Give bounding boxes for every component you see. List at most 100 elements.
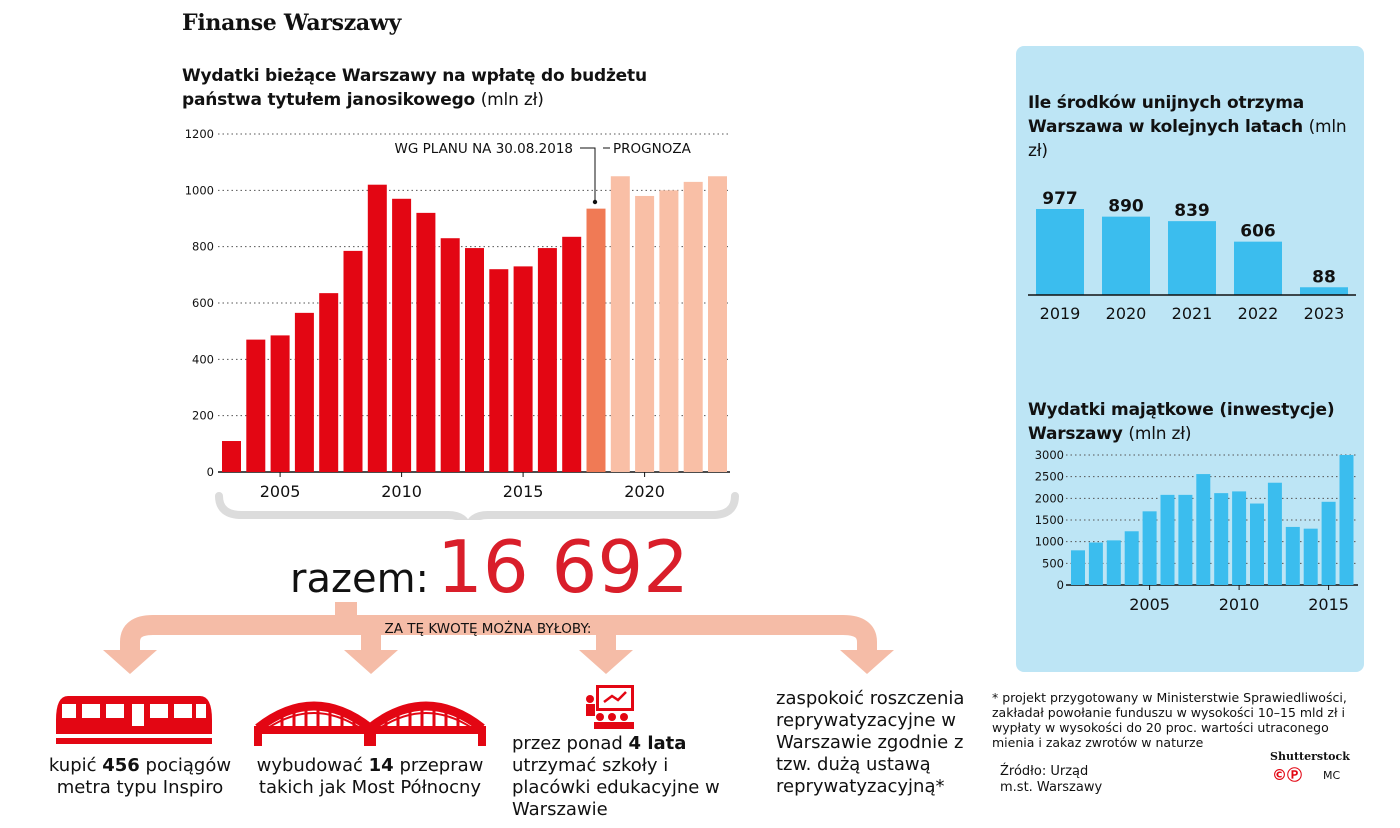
invest-bar (1321, 501, 1336, 585)
invest-bar (1232, 491, 1247, 585)
eu-bar (1102, 216, 1150, 295)
eu-value-label: 977 (1042, 189, 1078, 209)
janosik-bar (659, 190, 679, 472)
janosik-ytick-label: 1200 (185, 127, 214, 141)
eu-category-label: 2020 (1106, 304, 1147, 323)
item-reprivatization: zaspokoić roszczenia reprywatyzacyjne w … (776, 688, 965, 797)
janosik-bar (635, 195, 655, 472)
invest-xtick-label: 2015 (1308, 595, 1349, 614)
eu-value-label: 890 (1108, 197, 1144, 217)
credit-mark: ©Ⓟ (1272, 766, 1303, 784)
arrow-1 (103, 650, 157, 674)
item-metro-count: 456 (102, 755, 140, 776)
invest-bar (1285, 526, 1300, 585)
footnote: * projekt przygotowany w Ministerstwie S… (992, 690, 1347, 750)
janosik-bar (367, 184, 387, 472)
invest-bar (1160, 494, 1175, 585)
eu-value-label: 88 (1312, 267, 1336, 287)
eu-bar (1036, 209, 1084, 295)
invest-chart-title: Wydatki majątkowe (inwestycje) Warszawy … (1028, 400, 1335, 444)
eu-unit: (mln zł) (1028, 117, 1347, 161)
invest-bar (1214, 493, 1229, 585)
janosik-ytick-label: 200 (192, 409, 214, 423)
plan-annotation-dot (592, 199, 598, 205)
invest-bar (1124, 531, 1139, 585)
arrow-4 (840, 650, 894, 674)
janosik-ytick-label: 600 (192, 296, 214, 310)
invest-bar (1088, 542, 1103, 585)
janosik-bar (562, 236, 582, 472)
janosik-ytick-label: 800 (192, 240, 214, 254)
item-metro: kupić 456 pociągów metra typu Inspiro (48, 755, 232, 798)
janosik-xtick-label: 2010 (381, 482, 422, 501)
eu-category-label: 2019 (1040, 304, 1081, 323)
item-schools: przez ponad 4 lata utrzymać szkoły i pla… (512, 733, 720, 820)
total-label: razem: (290, 556, 430, 602)
plan-annotation-line (580, 147, 596, 200)
eu-value-label: 606 (1240, 222, 1276, 242)
janosik-chart: 0 200 400 600 800 1000 1200 2005 2010 2015 2020 W… (185, 127, 739, 520)
janosik-unit: (mln zł) (480, 90, 544, 110)
invest-xtick-label: 2010 (1219, 595, 1260, 614)
janosik-ytick-label: 1000 (185, 183, 214, 197)
eu-category-label: 2021 (1172, 304, 1213, 323)
janosik-bar (440, 238, 460, 472)
invest-ytick-label: 2000 (1035, 491, 1064, 505)
janosik-bar (513, 266, 533, 472)
invest-bar (1071, 550, 1085, 585)
janosik-bar (270, 335, 290, 472)
eu-category-label: 2022 (1238, 304, 1279, 323)
eu-bar (1168, 221, 1216, 295)
janosik-title-text: Wydatki bieżące Warszawy na wpłatę do bu… (182, 66, 647, 110)
janosik-xtick-label: 2020 (624, 482, 665, 501)
janosik-xtick-label: 2015 (503, 482, 544, 501)
invest-ytick-label: 1500 (1035, 513, 1064, 527)
janosik-bar (294, 312, 314, 472)
invest-bar (1339, 455, 1354, 585)
total-value: 16 692 (437, 525, 689, 609)
invest-bar (1303, 528, 1318, 585)
janosik-ytick-label: 400 (192, 352, 214, 366)
janosik-bar (392, 198, 412, 472)
eu-bar (1300, 287, 1348, 295)
total-brace (215, 492, 739, 520)
bridge-icon (254, 701, 486, 746)
janosik-bar (465, 248, 484, 472)
metro-train-icon (56, 696, 212, 744)
janosik-bar (489, 269, 509, 472)
janosik-bar (222, 441, 241, 472)
invest-ytick-label: 2500 (1035, 470, 1064, 484)
distribution-arrows: ZA TĘ KWOTĘ MOŻNA BYŁOBY: (103, 602, 894, 674)
plan-annotation-label: WG PLANU NA 30.08.2018 (395, 141, 574, 157)
invest-bar (1178, 494, 1193, 585)
arrow-2 (344, 650, 398, 674)
eu-category-label: 2023 (1304, 304, 1345, 323)
janosik-chart-title: Wydatki bieżące Warszawy na wpłatę do bu… (182, 64, 662, 112)
eu-bar (1234, 241, 1282, 295)
credit-shutterstock: Shutterstock (1270, 750, 1350, 763)
investment-chart: 0 500 1000 1500 2000 2500 3000 2005 2010 2015 (1035, 448, 1358, 614)
invest-unit: (mln zł) (1128, 424, 1192, 444)
janosik-bar (683, 181, 703, 472)
item-bridges: wybudować 14 przepraw takich jak Most Pó… (256, 755, 484, 798)
janosik-bar (537, 248, 557, 472)
classroom-icon (586, 685, 634, 729)
eu-chart-title: Ile środków unijnych otrzyma Warszawa w … (1028, 93, 1347, 161)
invest-ytick-label: 500 (1042, 556, 1064, 570)
janosik-bar (610, 176, 630, 472)
invest-bar (1196, 474, 1211, 585)
invest-xtick-label: 2005 (1129, 595, 1170, 614)
invest-bar (1106, 540, 1121, 585)
janosik-bar (319, 293, 339, 472)
janosik-bar (586, 208, 606, 472)
janosik-bar (246, 339, 266, 472)
eu-funds-chart: 977 2019 890 2020 839 2021 606 2022 88 2023 (1028, 189, 1356, 323)
janosik-xtick-label: 2005 (260, 482, 301, 501)
arrow-3 (579, 650, 633, 674)
forecast-annotation-label: PROGNOZA (613, 141, 692, 157)
janosik-bar (708, 176, 727, 472)
could-label: ZA TĘ KWOTĘ MOŻNA BYŁOBY: (385, 619, 592, 637)
janosik-bar (343, 250, 363, 472)
janosik-ytick-label: 0 (207, 465, 214, 479)
invest-bar (1142, 511, 1157, 585)
